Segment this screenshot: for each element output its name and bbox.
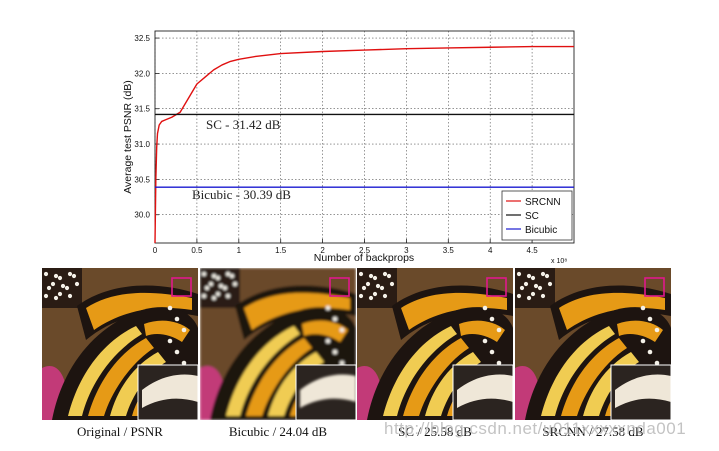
x-tick-label: 0 [153, 246, 158, 255]
x-axis-label: Number of backprops [314, 252, 414, 264]
caption-bicubic: Bicubic / 24.04 dB [228, 424, 328, 439]
image-original [42, 268, 198, 420]
butterfly-photo [42, 268, 198, 420]
series-line-srcnn [154, 45, 574, 244]
highlight-box [171, 277, 192, 297]
caption-original: Original / PSNR [77, 424, 163, 439]
y-tick-label: 32.0 [134, 69, 150, 78]
legend-label-sc: SC [525, 211, 539, 222]
x-tick-label: 4 [488, 246, 493, 255]
psnr-chart: 30.0 30.5 31.0 31.5 32.0 32.5 0 0.5 1 1.5 2 2.5 3 3.… [122, 30, 575, 265]
y-tick-label: 30.0 [134, 211, 150, 220]
highlight-box [486, 277, 507, 297]
zoom-inset [295, 364, 356, 420]
image-bicubic [200, 268, 356, 420]
image-srcnn [515, 268, 671, 420]
butterfly-photo [357, 268, 513, 420]
legend: SRCNN SC Bicubic [501, 190, 573, 241]
y-axis-label: Average test PSNR (dB) [122, 80, 134, 194]
highlight-box [644, 277, 665, 297]
x-tick-label: 2 [320, 246, 325, 255]
chart-grid [154, 31, 574, 243]
legend-label-srcnn: SRCNN [525, 197, 561, 208]
x-multiplier-label: x 10⁸ [551, 258, 567, 265]
butterfly-photo [515, 268, 671, 420]
x-tick-label: 1 [237, 246, 242, 255]
bicubic-annotation: Bicubic - 30.39 dB [192, 187, 291, 202]
series-lines [154, 45, 574, 244]
y-tick-label: 32.5 [134, 34, 150, 43]
caption-sc: SC / 25.58 dB [398, 424, 472, 439]
y-tick-label: 31.0 [134, 140, 150, 149]
zoom-inset [452, 364, 513, 420]
x-tick-label: 3 [404, 246, 409, 255]
watermark: http://blog.csdn.net/u011xxxxxnda001 [384, 419, 687, 438]
y-tick-label: 30.5 [134, 175, 150, 184]
x-tick-label: 1.5 [275, 246, 287, 255]
butterfly-photo [200, 268, 356, 420]
x-tick-label: 3.5 [443, 246, 455, 255]
caption-srcnn: SRCNN / 27.58 dB [542, 424, 644, 439]
image-sc [357, 268, 513, 420]
y-tick-label: 31.5 [134, 105, 150, 114]
legend-label-bicubic: Bicubic [525, 225, 557, 236]
x-axis: 0 0.5 1 1.5 2 2.5 3 3.5 4 4.5 [153, 239, 538, 255]
x-tick-label: 0.5 [191, 246, 203, 255]
sc-annotation: SC - 31.42 dB [206, 117, 281, 132]
x-tick-label: 4.5 [527, 246, 539, 255]
zoom-inset [610, 364, 671, 420]
x-tick-label: 2.5 [359, 246, 371, 255]
highlight-box [329, 277, 350, 297]
zoom-inset [137, 364, 198, 420]
